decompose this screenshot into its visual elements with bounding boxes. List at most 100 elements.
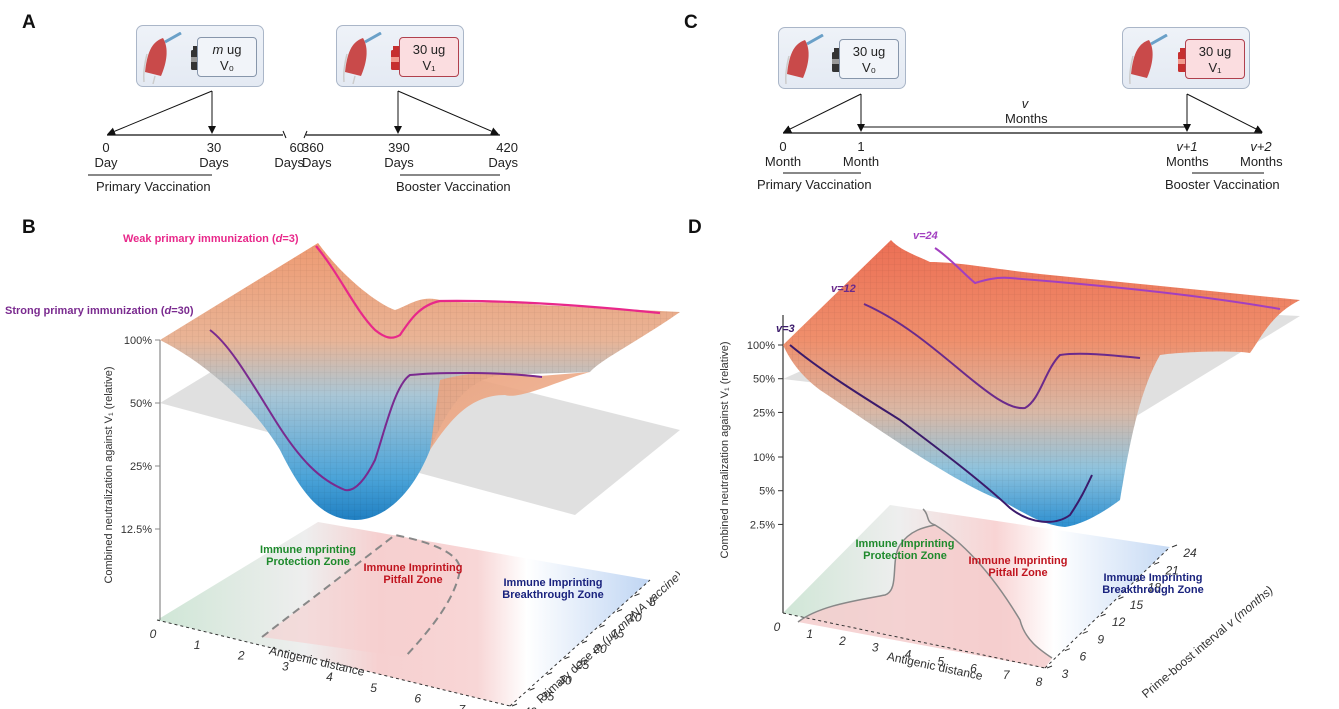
- z-ticks-d: 100% 50% 25% 10% 5% 2.5%: [747, 340, 783, 531]
- x-tick-label: 0: [774, 620, 781, 634]
- zone-label-breakthrough-d: Immune Imprinting Breakthrough Zone: [1102, 572, 1203, 596]
- booster-vaccine-card-c: 30 ug V₁: [1122, 27, 1250, 89]
- z-tick-label: 10%: [753, 452, 775, 464]
- y-tick-mark: [616, 609, 623, 612]
- protection-zone-boundary: [922, 508, 936, 526]
- primary-vaccine-card-a: m ug V₀: [136, 25, 264, 87]
- zone-label-protection-b: Immune mprinting Protection Zone: [260, 544, 356, 568]
- y-tick-mark: [1064, 648, 1071, 652]
- label-weak-primary: Weak primary immunization (d=3): [123, 233, 299, 245]
- panel-letter-b: B: [22, 217, 36, 238]
- z-tick-label: 100%: [747, 340, 775, 352]
- dose-variable: m: [212, 42, 224, 57]
- booster-vaccine-card-a: 30 ug V₁: [336, 25, 464, 87]
- vaccine-name: V₀: [219, 58, 235, 73]
- label-v12: v=12: [831, 283, 856, 295]
- tick-day-30: 30 Days: [199, 140, 229, 170]
- label-strong-primary: Strong primary immunization (d=30): [5, 305, 194, 317]
- y-tick-mark: [1171, 544, 1178, 548]
- tick-day-420: 420 Days: [488, 140, 518, 170]
- arrow-month0: [783, 93, 862, 133]
- pitfall-zone-boundary: [797, 524, 1053, 659]
- x-tick-label: 4: [326, 670, 333, 684]
- arrow-day420: [397, 90, 499, 135]
- y-tick-mark: [1100, 613, 1106, 617]
- z-tick-label: 25%: [130, 461, 152, 473]
- pitfall-zone-boundary: [261, 533, 462, 658]
- tick-month-0: 0 Month: [764, 139, 802, 169]
- tick-day-390: 390 Days: [384, 140, 414, 170]
- dose-label-primary-a: m ug V₀: [197, 37, 257, 77]
- tick-day-60: 60 Days: [274, 140, 304, 170]
- y-tick-label: 25: [575, 658, 590, 672]
- primary-vaccination-label-c: Primary Vaccination: [757, 177, 872, 192]
- y-tick-mark: [511, 703, 518, 707]
- x-tick-label: 2: [237, 649, 245, 663]
- x-axis-label-d: Antigenic distance: [886, 649, 984, 683]
- x-tick-label: 6: [414, 692, 421, 706]
- panel-a-timeline: [88, 90, 500, 176]
- surface-b-right-shelf: [430, 372, 590, 450]
- dose-amount: 30 ug: [852, 44, 886, 59]
- arm-injection-icon: [143, 32, 182, 84]
- curve-weak-primary-d3: [315, 245, 661, 339]
- y-tick-mark: [529, 687, 535, 691]
- y-tick-label: 6: [1080, 650, 1087, 664]
- panel-b-surface-chart: Weak primary immunization (d=3) Strong p…: [5, 233, 680, 709]
- x-ticks-d: 0 1 2 3 4 5 6 7 8: [774, 620, 1043, 689]
- z-tick-label: 50%: [753, 374, 775, 386]
- y-tick-label: 21: [1164, 563, 1178, 577]
- surface-b-mesh: [160, 243, 680, 520]
- y-tick-label: 20: [592, 642, 607, 656]
- label-v3: v=3: [776, 323, 795, 335]
- curve-v12: [863, 303, 1141, 410]
- y-tick-mark: [599, 624, 605, 628]
- z-tick-label: 25%: [753, 407, 775, 419]
- z-tick-label: 100%: [124, 335, 152, 347]
- z-tick-label: 50%: [130, 398, 152, 410]
- z-tick-label: 2.5%: [750, 519, 775, 531]
- panel-letter-d: D: [688, 217, 702, 238]
- x-tick-label: 1: [194, 638, 201, 652]
- vaccine-name: V₀: [861, 60, 877, 75]
- zone-label-pitfall-d: Immune Imprinting Pitfall Zone: [969, 555, 1068, 579]
- dose-amount: 30 ug: [1198, 44, 1232, 59]
- y-tick-label: 35: [541, 689, 555, 703]
- y-tick-label: 5: [649, 595, 656, 609]
- tick-day-360: 360 Days: [302, 140, 332, 170]
- y-tick-mark: [634, 593, 640, 597]
- curve-strong-primary-d30: [209, 329, 543, 492]
- z-axis-label-b: Combined neutralization against V₁ (rela…: [103, 366, 115, 583]
- z-tick-label: 5%: [759, 486, 775, 498]
- y-axis-line: [509, 579, 651, 707]
- tick-day-0: 0 Day: [94, 140, 118, 170]
- y-tick-label: 3: [1062, 667, 1069, 681]
- panel-c-timeline: [783, 93, 1264, 174]
- x-axis-line: [782, 612, 1046, 669]
- panel-letter-a: A: [22, 12, 36, 33]
- dose-label-primary-c: 30 ug V₀: [839, 39, 899, 79]
- dose-unit: ug: [223, 42, 242, 57]
- y-tick-mark: [1118, 596, 1124, 600]
- arm-injection-icon: [785, 34, 824, 85]
- x-tick-label: 8: [1036, 675, 1043, 689]
- y-tick-mark: [581, 640, 588, 644]
- y-tick-label: 24: [1182, 546, 1197, 560]
- primary-vaccine-card-c: 30 ug V₀: [778, 27, 906, 89]
- zone-label-pitfall-b: Immune Imprinting Pitfall Zone: [364, 562, 463, 586]
- y-axis-line: [1044, 546, 1171, 669]
- curve-v24: [934, 247, 1281, 310]
- surface-d-mesh: [783, 240, 1300, 527]
- x-tick-label: 7: [1003, 668, 1011, 682]
- zone-label-breakthrough-b: Immune Imprinting Breakthrough Zone: [502, 577, 603, 601]
- z-tick-label: 12.5%: [121, 524, 152, 536]
- x-tick-label: 3: [872, 641, 879, 655]
- x-tick-label: 3: [282, 659, 289, 673]
- dose-label-booster-c: 30 ug V₁: [1185, 39, 1245, 79]
- y-tick-mark: [1136, 579, 1142, 583]
- x-tick-label: 7: [459, 702, 467, 709]
- curve-v3: [789, 344, 1093, 523]
